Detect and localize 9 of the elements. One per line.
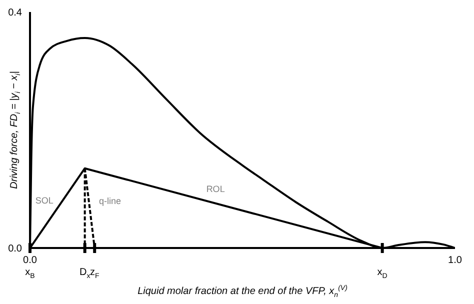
annotation: ROL [206, 184, 225, 194]
annotation: SOL [35, 195, 54, 206]
y-tick-label: 0.4 [8, 8, 22, 19]
annotation: q-line [99, 196, 122, 206]
annotation: D$_{x}$ [79, 267, 91, 280]
annotation: x$_{D}$ [377, 267, 388, 280]
annotation: x$_{B}$ [25, 267, 36, 280]
x-tick-label: 1.0 [448, 255, 462, 266]
annotation: z$_{F}$ [90, 267, 100, 280]
